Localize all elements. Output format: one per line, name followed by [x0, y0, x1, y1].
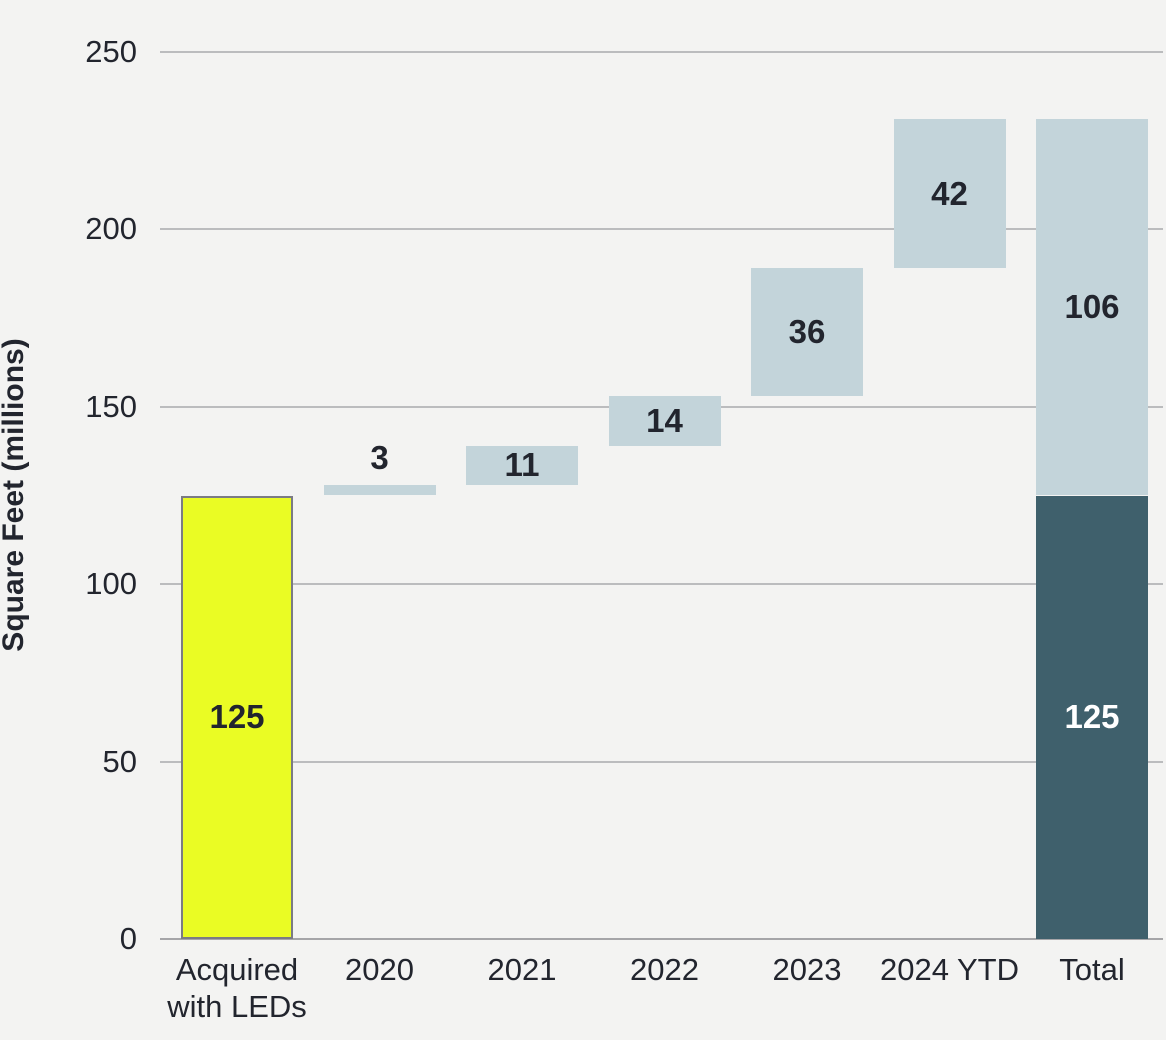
bar-2021: [466, 445, 578, 485]
bar-value-label-2022: 14: [646, 401, 683, 439]
bar-total-base-segment: [1036, 495, 1148, 939]
y-tick-label-250: 250: [85, 34, 137, 69]
x-axis-label-2022: 2022: [630, 952, 699, 987]
x-axis-label-2021: 2021: [487, 952, 557, 987]
gridline-100: [160, 583, 1163, 586]
bar-value-label-total-1: 106: [1064, 288, 1120, 326]
x-axis-line: [160, 938, 1163, 940]
x-axis-label-2020: 2020: [345, 952, 414, 987]
bar-value-label-2021: 11: [504, 446, 540, 484]
bar-2024-ytd: [893, 119, 1006, 269]
y-tick-label-0: 0: [119, 921, 137, 956]
gridline-50: [160, 760, 1163, 763]
y-tick-label-150: 150: [85, 388, 137, 424]
bar-2022: [608, 396, 721, 446]
x-axis-label-2024-ytd: 2024 YTD: [879, 952, 1019, 987]
bar-value-label-total-0: 125: [1064, 698, 1120, 736]
bar-total-increment-segment: [1036, 119, 1148, 496]
y-tick-label-100: 100: [85, 566, 137, 602]
bar-2023: [751, 268, 863, 397]
gridline-250: [160, 51, 1163, 53]
bar-value-label-2020: 3: [370, 438, 389, 476]
bar-value-label-acquired-with-leds: 125: [209, 698, 265, 736]
y-axis-title: Square Feet (millions): [0, 338, 30, 652]
x-axis-label-total: Total: [1059, 952, 1125, 987]
bar-value-label-2023: 36: [788, 313, 826, 351]
y-tick-label-200: 200: [85, 211, 137, 247]
bar-value-label-2024-ytd: 42: [931, 174, 968, 212]
x-axis-label-acquired-with-leds: Acquired with LEDs: [167, 952, 307, 1024]
bar-2020: [323, 484, 436, 496]
x-axis-label-2023: 2023: [772, 952, 842, 987]
y-tick-label-50: 50: [102, 743, 137, 779]
bar-acquired-with-leds: [181, 495, 293, 939]
gridline-200: [160, 228, 1163, 231]
